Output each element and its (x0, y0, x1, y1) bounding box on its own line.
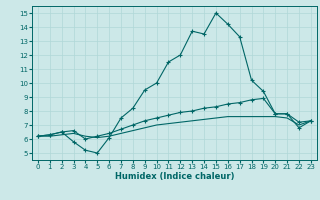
X-axis label: Humidex (Indice chaleur): Humidex (Indice chaleur) (115, 172, 234, 181)
